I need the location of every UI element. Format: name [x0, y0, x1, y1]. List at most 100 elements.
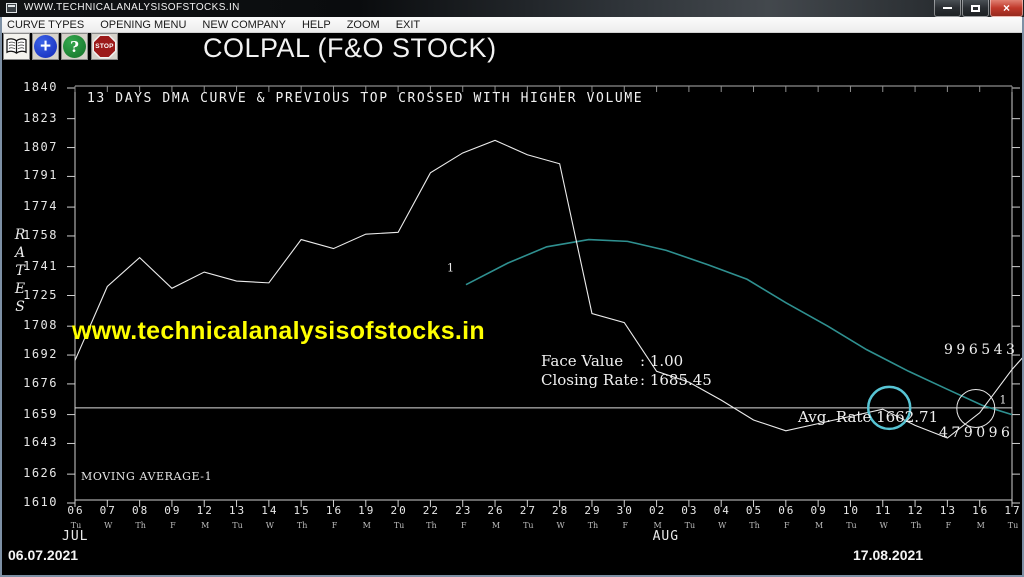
book-icon	[6, 38, 27, 54]
x-axis-weekday: W	[556, 521, 565, 530]
period-end-date: 17.08.2021	[853, 547, 924, 563]
x-axis-date: 10	[842, 504, 861, 517]
x-axis-date: 06	[778, 504, 796, 517]
menu-item-exit[interactable]: EXIT	[395, 18, 421, 31]
x-axis-weekday: F	[945, 521, 952, 530]
y-axis-label: 1643	[23, 435, 58, 450]
highlight-circle	[956, 388, 996, 428]
x-axis-month: JUL	[62, 529, 89, 544]
x-axis-date: 09	[164, 504, 182, 517]
x-axis-date: 29	[584, 504, 602, 517]
y-axis-label: 1676	[23, 375, 58, 390]
x-axis-weekday: W	[718, 521, 727, 530]
watermark: www.technicalanalysisofstocks.in	[72, 317, 485, 345]
x-axis-date: 30	[616, 504, 634, 517]
x-axis-date: 05	[745, 504, 764, 517]
highlight-circle	[866, 385, 912, 431]
x-axis-date: 06	[67, 504, 85, 517]
y-axis-label: 1807	[23, 139, 58, 154]
x-axis-date: 16	[972, 504, 990, 517]
period-start-date: 06.07.2021	[8, 547, 79, 563]
x-axis-weekday: Tu	[846, 521, 857, 530]
x-axis-date: 09	[810, 504, 828, 517]
y-axis-title-letter: E	[14, 281, 26, 297]
question-icon: ?	[63, 35, 86, 58]
x-axis-date: 20	[390, 504, 408, 517]
x-axis-weekday: Tu	[523, 521, 534, 530]
y-axis-title-letter: A	[14, 245, 26, 261]
stop-button[interactable]: STOP	[91, 33, 118, 60]
x-axis-weekday: M	[201, 521, 210, 530]
x-axis-weekday: Th	[910, 521, 922, 530]
x-axis-weekday: Th	[135, 521, 146, 530]
x-axis-date: 13	[228, 504, 247, 517]
close-button[interactable]: ×	[990, 0, 1023, 17]
x-axis-date: 08	[131, 504, 150, 517]
x-axis-weekday: Th	[749, 521, 760, 530]
x-axis-date: 03	[681, 504, 699, 517]
x-axis-weekday: W	[879, 521, 888, 530]
x-axis-date: 17	[1004, 504, 1022, 517]
x-axis-date: 13	[939, 504, 957, 517]
title-bar[interactable]: WWW.TECHNICALANALYSISOFSTOCKS.IN ×	[0, 0, 1024, 17]
book-button[interactable]	[3, 33, 30, 60]
curve-number-label: 1	[446, 261, 454, 275]
stock-info-block: Face Value : 1.00 Closing Rate : 1685.45	[541, 352, 712, 390]
menu-item-zoom[interactable]: ZOOM	[346, 18, 380, 31]
window-frame-left	[0, 17, 2, 577]
x-axis-date: 23	[455, 504, 473, 517]
closing-rate-label: Closing Rate	[541, 371, 639, 389]
y-axis-label: 1626	[23, 466, 58, 481]
help-button[interactable]: ?	[61, 33, 88, 60]
stop-icon: STOP	[92, 34, 117, 59]
x-axis-weekday: Tu	[684, 521, 696, 530]
window-frame-bottom	[0, 575, 1024, 577]
x-axis-date: 16	[325, 504, 344, 517]
face-value-label: Face Value	[541, 352, 624, 370]
menu-bar: CURVE TYPES OPENING MENU NEW COMPANY HEL…	[0, 17, 1024, 33]
y-axis-label: 1708	[23, 318, 58, 333]
volume-high-value: 996543	[944, 342, 1019, 358]
x-axis-weekday: F	[622, 521, 629, 530]
x-axis-date: 22	[422, 504, 441, 517]
y-axis-title-letter: S	[15, 299, 25, 315]
x-axis-date: 07	[99, 504, 117, 517]
minimize-button[interactable]	[934, 0, 961, 17]
x-axis-weekday: W	[104, 521, 113, 530]
moving-average-curve	[465, 238, 1013, 416]
menu-item-curve-types[interactable]: CURVE TYPES	[7, 18, 85, 31]
x-axis-weekday: Th	[587, 521, 599, 530]
y-axis-label: 1610	[23, 495, 58, 509]
x-axis-weekday: M	[362, 521, 371, 530]
minimize-icon	[943, 4, 952, 9]
x-axis-weekday: Tu	[70, 521, 82, 530]
window-title: WWW.TECHNICALANALYSISOFSTOCKS.IN	[24, 2, 240, 13]
x-axis-date: 04	[713, 504, 731, 517]
y-axis-title-letter: T	[15, 263, 25, 279]
curve-number-label: 1	[999, 393, 1007, 407]
app-icon	[6, 3, 17, 13]
x-axis-month: AUG	[652, 529, 680, 544]
y-axis-label: 1840	[23, 80, 58, 94]
menu-item-opening-menu[interactable]: OPENING MENU	[100, 18, 187, 31]
window-frame-right	[1022, 17, 1024, 577]
closing-rate: : 1685.45	[640, 371, 712, 389]
y-axis-label: 1758	[23, 227, 58, 242]
x-axis-date: 12	[196, 504, 214, 517]
add-button[interactable]: +	[32, 33, 59, 60]
x-axis-weekday: Th	[426, 521, 437, 530]
y-axis-label: 1725	[23, 287, 58, 302]
chart-title: 13 DAYS DMA CURVE & PREVIOUS TOP CROSSED…	[87, 91, 644, 106]
close-icon: ×	[1002, 1, 1010, 15]
x-axis-weekday: Th	[296, 521, 308, 530]
menu-item-new-company[interactable]: NEW COMPANY	[202, 18, 286, 31]
menu-item-help[interactable]: HELP	[301, 18, 331, 31]
volume-low-value: 479096	[939, 425, 1014, 441]
x-axis-weekday: M	[815, 521, 824, 530]
maximize-icon	[971, 4, 980, 12]
x-axis-date: 28	[552, 504, 570, 517]
x-axis-date: 15	[293, 504, 311, 517]
maximize-button[interactable]	[962, 0, 989, 17]
